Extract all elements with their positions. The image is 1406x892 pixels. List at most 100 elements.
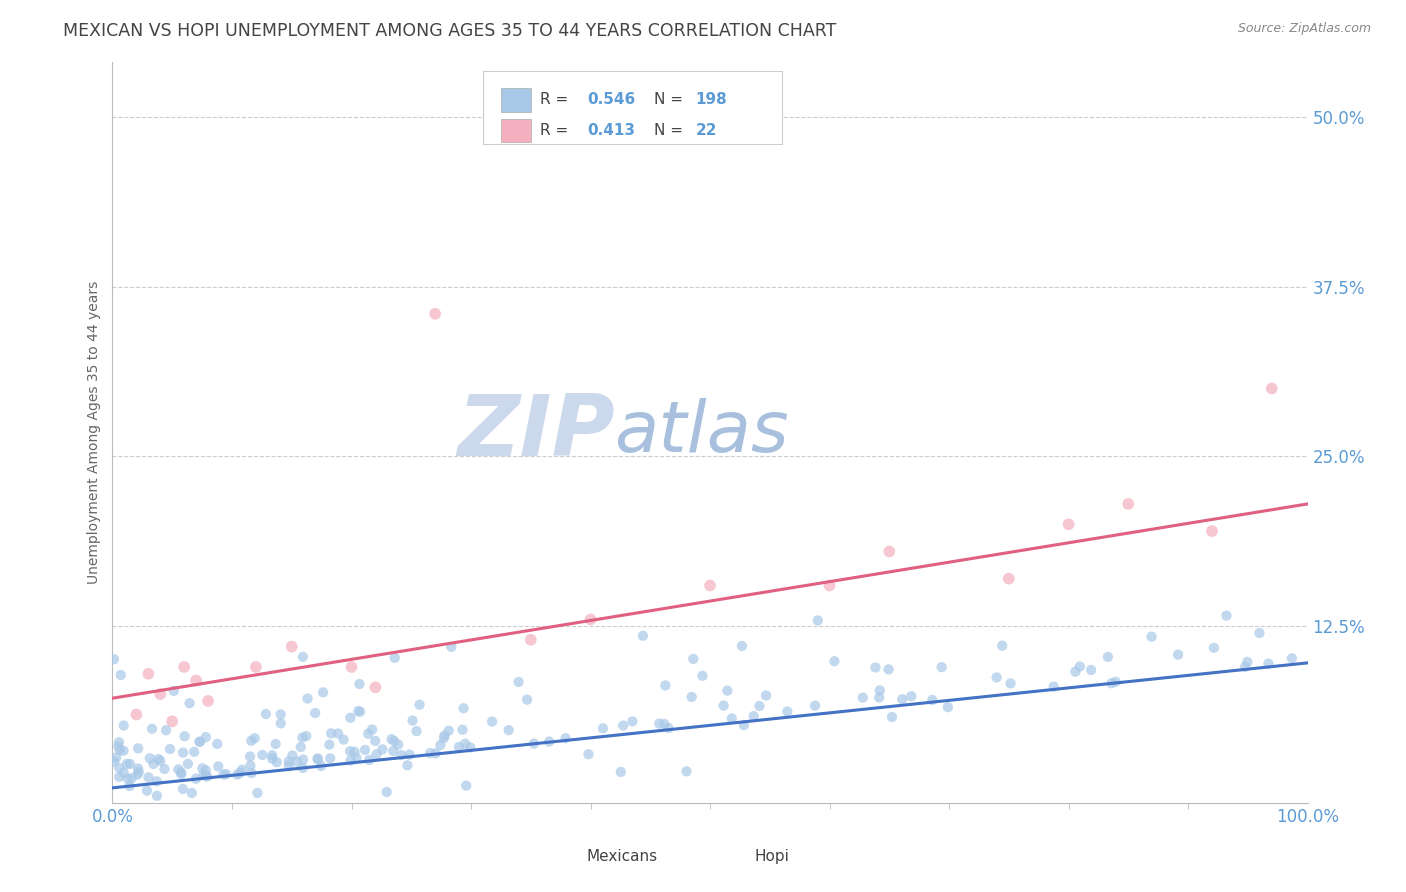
- Point: [195, 770, 218, 784]
- Point: [318, 738, 340, 752]
- Point: [1201, 524, 1223, 538]
- Point: [900, 690, 922, 704]
- Point: [103, 652, 125, 666]
- Point: [155, 723, 177, 738]
- Point: [148, 752, 170, 766]
- Point: [713, 698, 735, 713]
- Text: MEXICAN VS HOPI UNEMPLOYMENT AMONG AGES 35 TO 44 YEARS CORRELATION CHART: MEXICAN VS HOPI UNEMPLOYMENT AMONG AGES …: [63, 22, 837, 40]
- Point: [170, 765, 193, 780]
- Point: [868, 690, 890, 705]
- FancyBboxPatch shape: [554, 846, 581, 868]
- Point: [359, 753, 381, 767]
- Point: [319, 726, 342, 740]
- Point: [1167, 648, 1189, 662]
- Point: [167, 762, 190, 776]
- Text: Hopi: Hopi: [754, 849, 789, 864]
- FancyBboxPatch shape: [501, 88, 531, 112]
- Point: [343, 745, 366, 759]
- Point: [396, 758, 419, 772]
- Point: [146, 774, 169, 789]
- Point: [103, 755, 125, 769]
- Point: [291, 731, 314, 745]
- Point: [520, 632, 543, 647]
- Point: [1215, 608, 1237, 623]
- Point: [112, 718, 135, 732]
- Point: [231, 763, 253, 777]
- Point: [112, 744, 135, 758]
- Text: N =: N =: [654, 123, 683, 138]
- Point: [382, 734, 405, 748]
- Point: [138, 770, 160, 784]
- Point: [398, 747, 420, 762]
- Point: [1261, 382, 1284, 396]
- Point: [163, 684, 186, 698]
- Point: [108, 743, 131, 757]
- Point: [153, 762, 176, 776]
- Point: [1069, 659, 1091, 673]
- Point: [891, 692, 914, 706]
- Point: [986, 670, 1008, 684]
- Point: [127, 762, 149, 776]
- Point: [823, 654, 845, 668]
- Point: [879, 544, 901, 558]
- Point: [720, 711, 742, 725]
- Point: [921, 693, 943, 707]
- Point: [361, 723, 384, 737]
- Point: [184, 772, 207, 786]
- Point: [239, 758, 262, 772]
- Point: [291, 649, 314, 664]
- Point: [807, 614, 830, 628]
- Point: [440, 640, 463, 654]
- Text: atlas: atlas: [614, 398, 789, 467]
- Point: [458, 740, 481, 755]
- Point: [121, 771, 143, 785]
- Point: [226, 767, 249, 781]
- Point: [1000, 676, 1022, 690]
- Point: [105, 750, 128, 764]
- Point: [612, 718, 634, 732]
- Point: [188, 734, 211, 748]
- Point: [149, 754, 172, 768]
- Point: [716, 683, 738, 698]
- Point: [270, 707, 292, 722]
- Point: [1042, 680, 1064, 694]
- Point: [852, 690, 875, 705]
- Point: [136, 783, 159, 797]
- Point: [142, 756, 165, 771]
- Point: [366, 747, 388, 762]
- Point: [554, 731, 576, 746]
- Point: [138, 666, 160, 681]
- Text: ZIP: ZIP: [457, 391, 614, 475]
- Point: [733, 718, 755, 732]
- Point: [229, 765, 252, 780]
- Point: [297, 691, 319, 706]
- Point: [699, 578, 721, 592]
- Point: [304, 706, 326, 720]
- Point: [692, 669, 714, 683]
- Point: [1249, 626, 1271, 640]
- Point: [193, 767, 215, 781]
- Point: [319, 751, 342, 765]
- Point: [380, 732, 402, 747]
- Point: [125, 707, 148, 722]
- Point: [675, 764, 697, 779]
- Text: 198: 198: [696, 92, 727, 107]
- Point: [307, 751, 329, 765]
- Point: [384, 650, 406, 665]
- Text: R =: R =: [540, 123, 568, 138]
- Point: [215, 767, 238, 781]
- Point: [481, 714, 503, 729]
- Point: [682, 652, 704, 666]
- FancyBboxPatch shape: [723, 846, 748, 868]
- Point: [264, 737, 287, 751]
- Point: [207, 759, 229, 773]
- Point: [344, 751, 367, 765]
- Point: [240, 766, 263, 780]
- Point: [312, 685, 335, 699]
- FancyBboxPatch shape: [484, 71, 782, 144]
- Point: [183, 745, 205, 759]
- Point: [998, 572, 1021, 586]
- Point: [172, 781, 194, 796]
- Y-axis label: Unemployment Among Ages 35 to 44 years: Unemployment Among Ages 35 to 44 years: [87, 281, 101, 584]
- Point: [755, 689, 778, 703]
